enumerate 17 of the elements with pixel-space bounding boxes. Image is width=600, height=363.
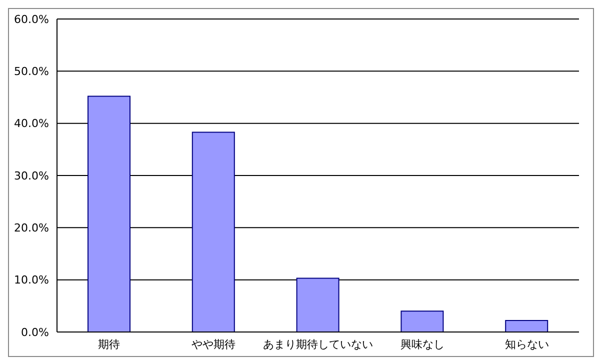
bar: [505, 320, 548, 332]
x-tick-label: 興味なし: [400, 338, 444, 351]
bar: [88, 96, 130, 332]
y-tick-label: 40.0%: [14, 117, 49, 130]
bar: [296, 278, 340, 332]
y-tick-label: 0.0%: [21, 326, 49, 339]
y-tick-label: 60.0%: [14, 12, 49, 26]
bar: [192, 132, 235, 332]
y-tick-label: 50.0%: [14, 65, 49, 78]
x-tick-label: 期待: [98, 338, 120, 351]
y-tick-label: 20.0%: [14, 222, 49, 235]
y-tick-label: 30.0%: [14, 169, 49, 182]
x-tick-label: 知らない: [504, 338, 549, 351]
x-tick-label: あまり期待していない: [263, 338, 373, 351]
bar: [400, 310, 444, 332]
x-tick-label: やや期待: [192, 338, 236, 351]
y-tick-label: 10.0%: [14, 274, 49, 287]
